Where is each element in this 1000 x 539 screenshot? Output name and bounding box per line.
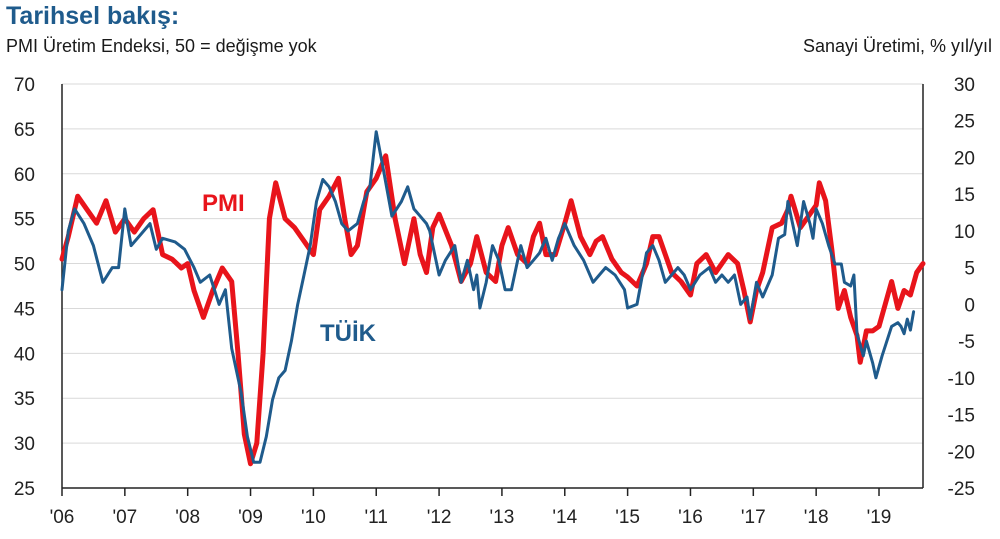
series-label-pmi: PMI [202,190,245,217]
y-right-tick-label: 25 [954,112,975,133]
x-tick-label: '19 [867,507,892,528]
x-tick-label: '10 [301,507,326,528]
y-right-tick-label: 0 [964,295,975,316]
y-right-tick-label: -5 [958,332,975,353]
x-tick-label: '13 [490,507,515,528]
y-left-tick-label: 55 [14,210,35,231]
y-left-tick-label: 40 [14,344,35,365]
y-left-tick-label: 70 [14,75,35,96]
y-right-tick-label: -25 [948,479,975,500]
y-right-tick-label: 10 [954,222,975,243]
series-line-tüi̇k [60,130,916,464]
y-right-tick-label: -10 [948,369,975,390]
y-right-tick-label: 5 [964,259,975,280]
series-labels: PMI TÜİK [202,190,377,347]
x-tick-label: '14 [552,507,577,528]
y-left-tick-label: 30 [14,434,35,455]
axes: 25 30 35 40 45 50 55 60 65 70 -25 -20 -15 -10 -5 0 5 10 15… [14,75,975,528]
chart-title: Tarihsel bakış: [6,2,180,30]
y-left-tick-label: 45 [14,299,35,320]
right-axis-caption: Sanayi Üretimi, % yıl/yıl [802,36,992,56]
gridlines [62,83,923,444]
x-tick-label: '17 [741,507,766,528]
series-label-tüi̇k: TÜİK [320,320,377,347]
y-right-tick-label: -20 [948,442,975,463]
left-axis-caption: PMI Üretim Endeksi, 50 = değişme yok [6,36,317,56]
y-left-tick-label: 60 [14,165,35,186]
series-lines [59,130,926,467]
x-tick-label: '15 [615,507,640,528]
y-left-tick-label: 65 [14,120,35,141]
y-left-tick-label: 35 [14,389,35,410]
y-left-tick-label: 25 [14,479,35,500]
y-right-tick-label: 30 [954,75,975,96]
y-right-tick-label: 15 [954,185,975,206]
x-tick-label: '08 [175,507,200,528]
x-tick-label: '06 [50,507,75,528]
series-line-pmi [59,153,926,467]
x-tick-label: '12 [427,507,452,528]
x-tick-label: '09 [238,507,263,528]
y-left-tick-label: 50 [14,255,35,276]
x-tick-label: '18 [804,507,829,528]
x-tick-label: '07 [112,507,137,528]
x-tick-label: '16 [678,507,703,528]
y-right-tick-label: -15 [948,406,975,427]
y-right-tick-label: 20 [954,148,975,169]
x-tick-label: '11 [365,507,388,528]
